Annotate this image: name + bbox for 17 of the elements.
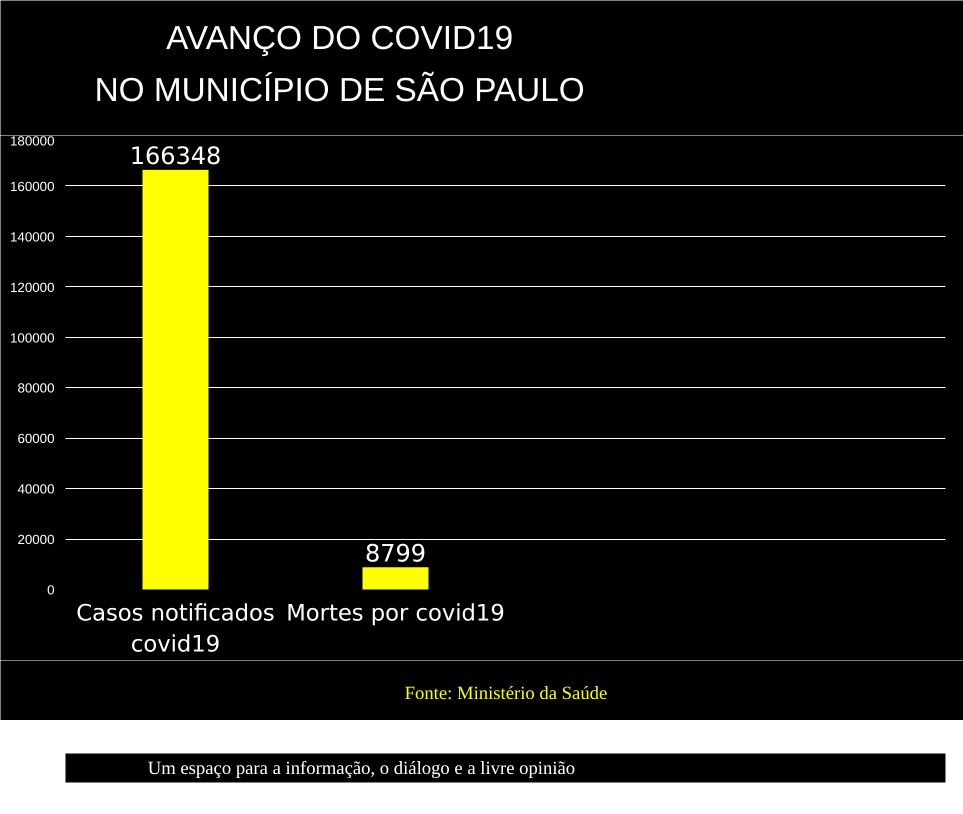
y-tick-label: 60000 — [17, 431, 54, 446]
y-tick-label: 80000 — [17, 380, 54, 396]
data-label: 166348 — [130, 142, 222, 170]
data-label: 8799 — [364, 539, 426, 568]
x-tick-label: Mortes por covid19 — [286, 600, 505, 626]
source-note: Fonte: Ministério da Saúde — [404, 683, 608, 704]
y-tick-label: 180000 — [10, 134, 55, 148]
x-tick-label: Casos notificados covid19 — [76, 600, 275, 658]
y-tick-label: 120000 — [10, 280, 55, 295]
y-tick-label: 20000 — [17, 532, 54, 548]
text: Um espaço para a informação, o diálogo e a livre opinião — [148, 758, 576, 779]
y-tick-label: 160000 — [10, 178, 55, 194]
y-tick-label: 140000 — [10, 229, 55, 244]
y-tick-label: 40000 — [17, 482, 54, 497]
chart-title: AVANÇO DO COVID19 NO MUNICÍPIO DE SÃO PAULO — [94, 20, 585, 109]
y-tick-label: 0 — [47, 582, 55, 598]
y-tick-label: 100000 — [10, 330, 55, 346]
